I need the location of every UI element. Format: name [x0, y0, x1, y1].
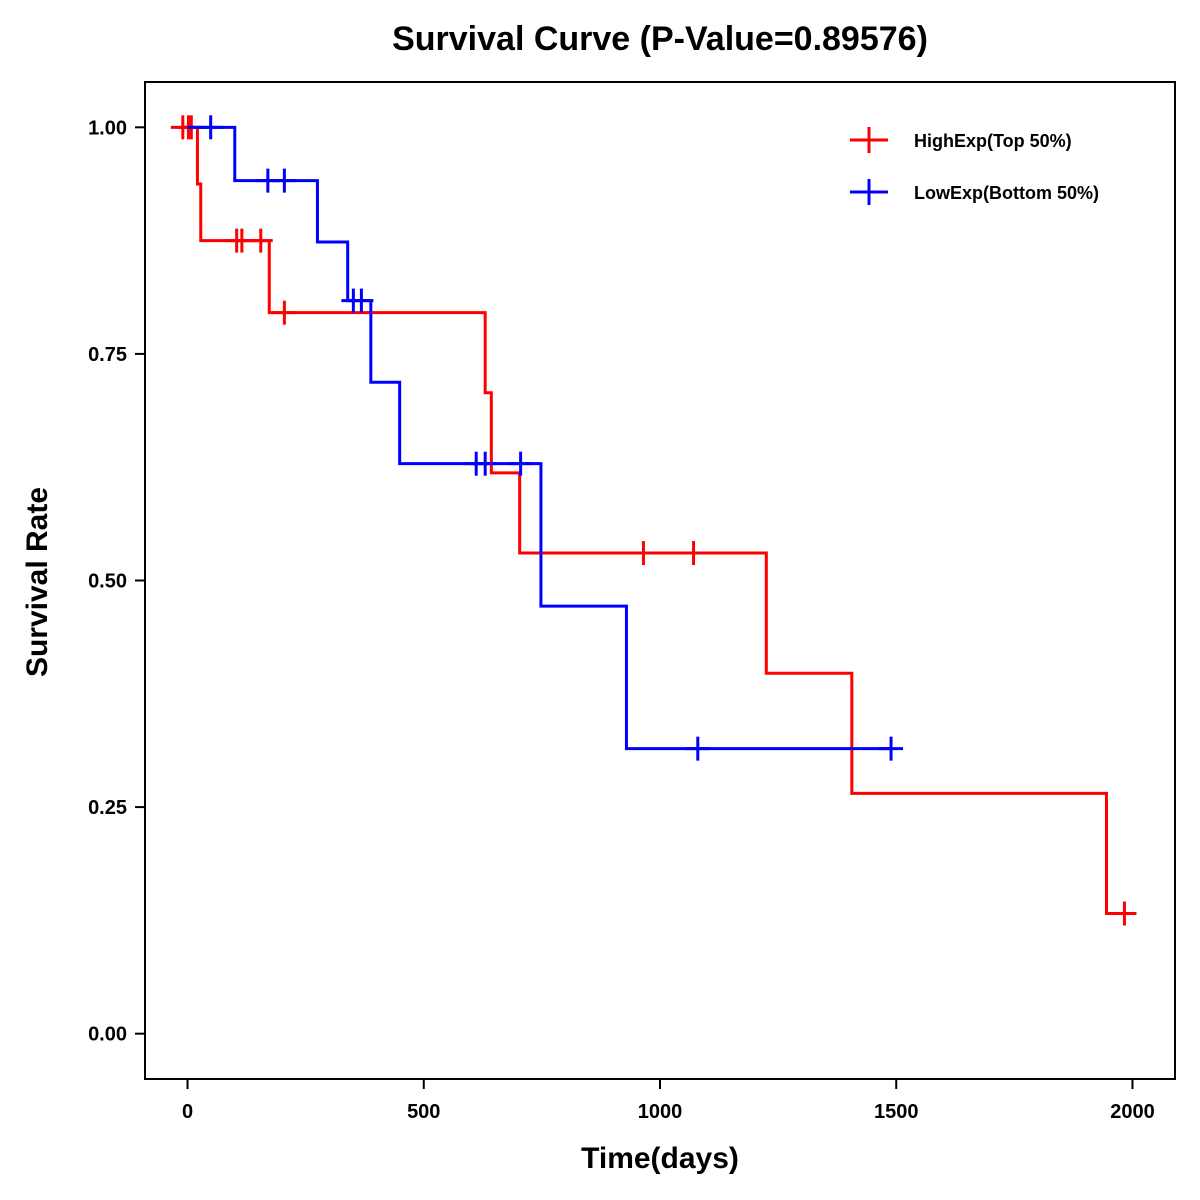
x-tick-label: 0 [182, 1101, 193, 1123]
y-axis-label: Survival Rate [21, 487, 54, 677]
x-axis: 0 500 1000 1500 2000 [182, 1079, 1155, 1123]
series-high-exp [170, 115, 1137, 926]
y-tick-label: 0.25 [88, 797, 127, 819]
series-low-exp [187, 115, 904, 761]
legend-item: LowExp(Bottom 50%) [850, 179, 1099, 205]
y-axis: 0.00 0.25 0.50 0.75 1.00 [88, 117, 145, 1046]
legend-label: HighExp(Top 50%) [914, 131, 1072, 151]
x-tick-label: 500 [407, 1101, 440, 1123]
y-tick-label: 1.00 [88, 117, 127, 139]
survival-step-line [182, 125, 1125, 915]
plot-frame [144, 81, 1176, 1080]
y-tick-label: 0.50 [88, 571, 127, 593]
x-tick-label: 2000 [1110, 1101, 1155, 1123]
survival-step-line [187, 125, 892, 751]
chart-title: Survival Curve (P-Value=0.89576) [392, 20, 928, 58]
legend-item: HighExp(Top 50%) [850, 127, 1072, 153]
x-tick-label: 1500 [874, 1101, 919, 1123]
x-tick-label: 1000 [638, 1101, 683, 1123]
survival-curves [170, 115, 1137, 926]
y-tick-label: 0.75 [88, 344, 127, 366]
y-tick-label: 0.00 [88, 1024, 127, 1046]
x-axis-label: Time(days) [581, 1142, 739, 1175]
legend: HighExp(Top 50%) LowExp(Bottom 50%) [850, 127, 1099, 205]
legend-label: LowExp(Bottom 50%) [914, 183, 1099, 203]
